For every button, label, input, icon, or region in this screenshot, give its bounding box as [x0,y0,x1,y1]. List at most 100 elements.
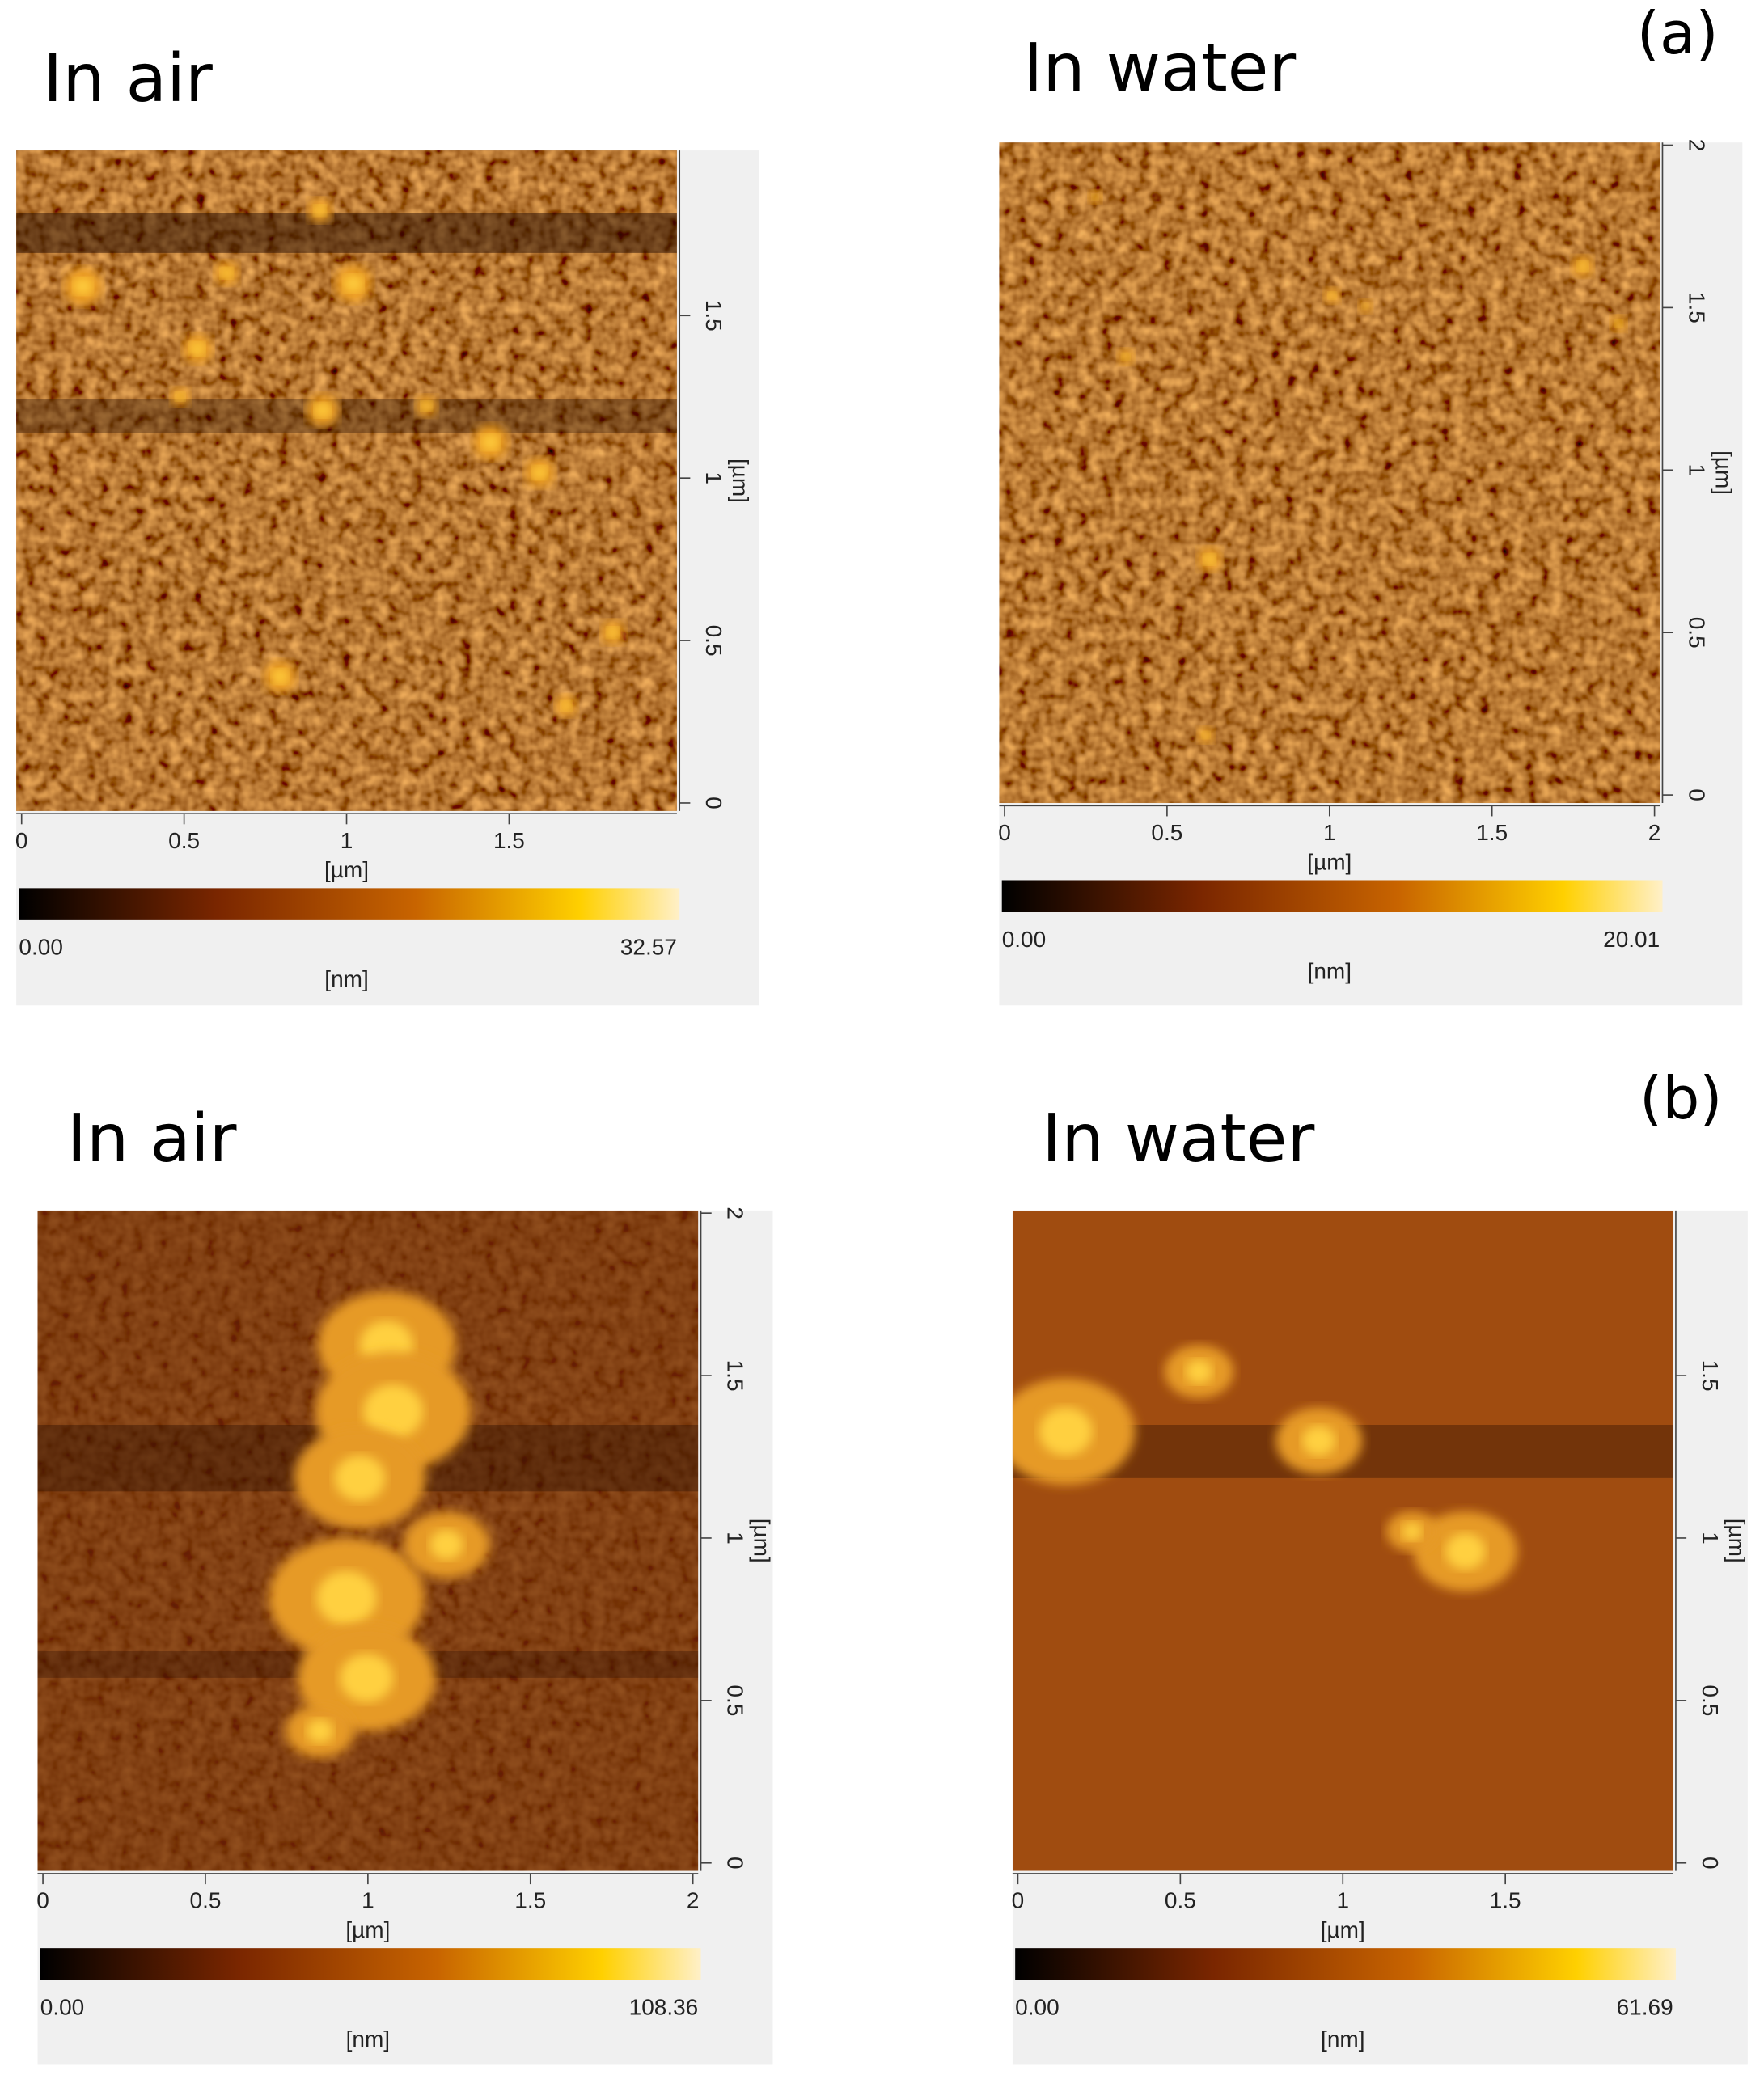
particle-core [421,401,432,412]
image-title: In air [43,40,213,117]
colorbar-min: 0.00 [1002,927,1046,952]
x-tick-label: 0 [36,1888,49,1913]
x-tick-label: 0.5 [168,828,200,853]
colorbar-max: 20.01 [1603,927,1660,952]
x-tick-label: 1 [1336,1888,1349,1913]
x-tick-label: 1.5 [1490,1888,1521,1913]
colorbar-unit: [nm] [1321,2026,1364,2052]
y-tick-label: 1 [722,1532,747,1545]
panel-label: (b) [1639,1065,1723,1133]
x-axis-unit: [µm] [324,857,369,882]
particle-core [561,700,572,711]
x-tick-label: 1.5 [514,1888,546,1913]
x-tick-label: 0 [15,828,28,853]
colorbar-min: 0.00 [19,935,62,960]
x-tick-label: 1.5 [1476,820,1508,845]
y-tick-label: 0.5 [1698,1684,1723,1716]
particle-core [73,277,92,295]
particle-core [1121,353,1130,361]
image-title: In water [1023,30,1296,107]
height-map [37,1210,699,1871]
colorbar-min: 0.00 [1015,1994,1059,2019]
x-tick-label: 0 [1012,1888,1025,1913]
y-tick-label: 0 [1684,788,1709,801]
y-tick-label: 1.5 [1684,292,1709,323]
colorbar-unit: [nm] [324,966,368,991]
height-map [16,150,677,811]
y-tick-label: 1 [701,471,726,484]
particle-core [307,1718,334,1743]
particle-core [1203,553,1216,565]
particle-core [532,466,548,480]
x-axis-unit: [µm] [1307,849,1352,874]
image-title: In air [67,1101,237,1177]
y-axis-unit: [µm] [1724,1519,1749,1563]
y-tick-label: 0 [722,1857,747,1870]
afm-image-panel: In water 0 0.5 1 1.5 [µm] 0 0.5 1 1.5 [µm] 0.00 61.6… [1012,1101,1749,2065]
colorbar-unit: [nm] [1308,958,1352,983]
particle-core [190,342,205,356]
particle-core [1402,1522,1423,1540]
particle-core [1577,261,1588,272]
colorbar-unit: [nm] [346,2026,390,2052]
particle-core [363,1384,424,1439]
particle-core [1201,731,1210,739]
y-tick-label: 0 [1698,1857,1723,1870]
colorbar [1015,1948,1676,1980]
particle-core [344,275,363,293]
y-tick-label: 1 [1684,464,1709,477]
particle-core [175,392,185,401]
particle-core [1091,194,1099,201]
panel-label: (a) [1637,0,1719,68]
particle-core [1614,319,1623,328]
y-tick-label: 1.5 [1698,1360,1723,1392]
image-title: In water [1042,1101,1314,1177]
y-tick-label: 1 [1698,1532,1723,1545]
y-tick-label: 1.5 [722,1360,747,1392]
particle-core [481,434,500,450]
colorbar [19,888,680,920]
particle-core [220,267,233,279]
x-tick-label: 0.5 [1151,820,1182,845]
colorbar-min: 0.00 [40,1994,84,2019]
colorbar-max: 108.36 [629,1994,699,2019]
y-axis-unit: [µm] [749,1519,774,1563]
y-tick-label: 0 [701,797,726,809]
x-tick-label: 1.5 [493,828,525,853]
colorbar [40,1948,701,1980]
particle-core [429,1529,463,1560]
height-map-base [1012,1210,1673,1871]
colorbar-max: 61.69 [1617,1994,1673,2019]
particle-core [1445,1533,1486,1570]
y-axis-unit: [µm] [728,459,753,503]
particle-core [1302,1426,1336,1456]
y-axis-unit: [µm] [1711,450,1736,495]
x-tick-label: 0.5 [1165,1888,1196,1913]
particle-core [314,403,331,418]
particle-core [316,1570,377,1625]
particle-core [314,205,326,216]
x-tick-label: 2 [1648,820,1661,845]
particle-core [340,1654,394,1702]
height-map [1012,1210,1673,1871]
particle-core [272,669,289,684]
particle-core [1328,292,1337,300]
y-tick-label: 2 [722,1207,747,1219]
scan-band [16,399,677,433]
x-axis-unit: [µm] [1321,1917,1365,1942]
afm-image-panel: In air 0 0.5 1 1.5 2 [µm] 0 0.5 1 1.5 2 [µm] 0.00 108.… [36,1101,774,2065]
particle-core [334,1455,386,1502]
x-axis-unit: [µm] [345,1917,390,1942]
y-tick-label: 0.5 [701,625,726,657]
x-tick-label: 1 [362,1888,374,1913]
x-tick-label: 1 [1323,820,1336,845]
x-tick-label: 0 [998,820,1011,845]
height-map-texture [999,142,1660,803]
y-tick-label: 1.5 [701,300,726,332]
y-tick-label: 2 [1684,139,1709,152]
y-tick-label: 0.5 [1684,617,1709,649]
colorbar [1001,880,1663,913]
x-tick-label: 2 [687,1888,700,1913]
